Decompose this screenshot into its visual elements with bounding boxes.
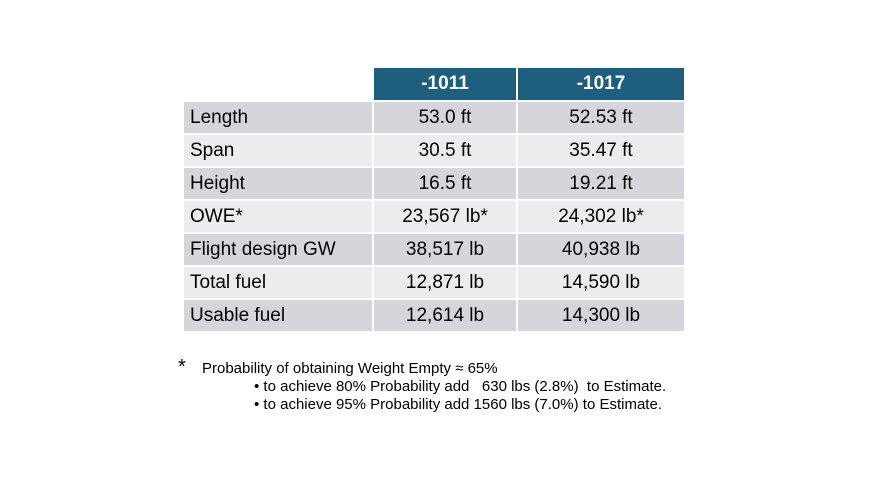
table-row: Flight design GW 38,517 lb 40,938 lb [184,232,684,265]
value-1011: 38,517 lb [372,232,516,265]
value-1017: 19.21 ft [516,166,684,199]
value-1011: 53.0 ft [372,100,516,133]
footnote-bullet-95: • to achieve 95% Probability add 1560 lb… [254,396,662,413]
row-label: Height [184,166,372,199]
header-blank-cell [184,68,372,100]
value-1017: 35.47 ft [516,133,684,166]
value-1011: 12,871 lb [372,265,516,298]
table-row: Span 30.5 ft 35.47 ft [184,133,684,166]
footnote-bullet-80: • to achieve 80% Probability add 630 lbs… [254,378,667,395]
value-1017: 52.53 ft [516,100,684,133]
table-row: Usable fuel 12,614 lb 14,300 lb [184,298,684,331]
row-label: Flight design GW [184,232,372,265]
value-1011: 30.5 ft [372,133,516,166]
row-label: OWE* [184,199,372,232]
value-1017: 40,938 lb [516,232,684,265]
footnote-main-text: Probability of obtaining Weight Empty ≈ … [202,360,498,377]
table-row: Total fuel 12,871 lb 14,590 lb [184,265,684,298]
value-1011: 23,567 lb* [372,199,516,232]
column-header-1017: -1017 [516,68,684,100]
column-header-1011: -1011 [372,68,516,100]
weight-probability-footnote: * Probability of obtaining Weight Empty … [178,356,667,414]
row-label: Usable fuel [184,298,372,331]
value-1017: 24,302 lb* [516,199,684,232]
value-1011: 12,614 lb [372,298,516,331]
table-row: Length 53.0 ft 52.53 ft [184,100,684,133]
value-1011: 16.5 ft [372,166,516,199]
footnote-main-line: * Probability of obtaining Weight Empty … [178,356,666,378]
spec-comparison-table: -1011 -1017 Length 53.0 ft 52.53 ft Span… [184,68,684,331]
value-1017: 14,590 lb [516,265,684,298]
footnote-asterisk: * [178,356,186,378]
row-label: Total fuel [184,265,372,298]
table-row: OWE* 23,567 lb* 24,302 lb* [184,199,684,232]
table-row: Height 16.5 ft 19.21 ft [184,166,684,199]
value-1017: 14,300 lb [516,298,684,331]
table-header-row: -1011 -1017 [184,68,684,100]
row-label: Length [184,100,372,133]
row-label: Span [184,133,372,166]
